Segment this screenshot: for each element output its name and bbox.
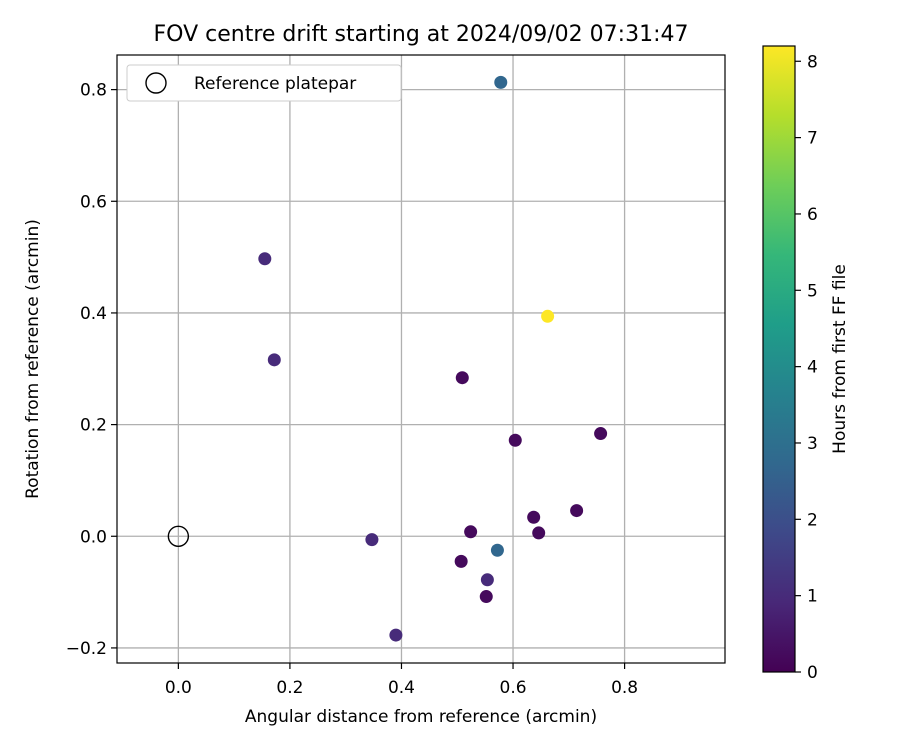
data-point	[480, 573, 494, 587]
y-tick-label: 0.4	[80, 304, 107, 324]
colorbar-tick-label: 2	[807, 510, 818, 530]
y-tick-label: 0.6	[80, 192, 107, 212]
x-tick-label: 0.2	[276, 678, 303, 698]
data-point	[527, 510, 541, 524]
colorbar-tick-label: 7	[807, 129, 818, 149]
grid-lines	[117, 55, 725, 663]
data-points	[258, 75, 608, 642]
data-point	[594, 427, 608, 441]
x-tick-label: 0.6	[500, 678, 527, 698]
colorbar-gradient	[762, 45, 796, 673]
data-point	[570, 504, 584, 518]
reference-marker	[167, 525, 190, 547]
y-tick-label: 0.2	[80, 416, 107, 436]
data-point	[494, 75, 508, 89]
colorbar-tick-label: 4	[807, 358, 818, 378]
legend-marker-icon	[145, 72, 167, 94]
colorbar-ticks: 0 1 2 3 4 5 6 7 8	[795, 52, 818, 683]
data-point	[479, 590, 493, 604]
colorbar-tick-label: 5	[807, 281, 818, 301]
chart-title: FOV centre drift starting at 2024/09/02 …	[154, 22, 689, 47]
y-axis-ticks: −0.2 0.0 0.2 0.4 0.6 0.8	[66, 81, 117, 659]
data-point	[389, 628, 403, 642]
data-point	[454, 554, 468, 568]
reference-platepar-marker	[167, 525, 190, 547]
y-tick-label: 0.8	[80, 81, 107, 101]
colorbar-tick-label: 8	[807, 52, 818, 72]
y-tick-label: 0.0	[80, 527, 107, 547]
legend-entry-reference: Reference platepar	[194, 74, 356, 94]
y-axis-label: Rotation from reference (arcmin)	[23, 219, 43, 499]
y-tick-label: −0.2	[66, 639, 107, 659]
colorbar-tick-label: 1	[807, 587, 818, 607]
x-axis-label: Angular distance from reference (arcmin)	[245, 707, 597, 727]
colorbar-tick-label: 6	[807, 205, 818, 225]
data-point	[365, 533, 379, 547]
plot-frame	[116, 54, 726, 664]
x-tick-label: 0.8	[611, 678, 638, 698]
legend-box	[126, 64, 402, 102]
colorbar: 0 1 2 3 4 5 6 7 8 Hours from first FF file	[762, 45, 850, 683]
data-point	[258, 252, 272, 266]
data-point	[464, 525, 478, 539]
x-axis-ticks: 0.0 0.2 0.4 0.6 0.8	[165, 663, 638, 698]
colorbar-tick-label: 0	[807, 663, 818, 683]
legend: Reference platepar	[126, 64, 402, 102]
data-point	[490, 543, 504, 557]
data-point	[532, 526, 546, 540]
x-tick-label: 0.0	[165, 678, 192, 698]
data-point	[508, 433, 522, 447]
data-point	[541, 309, 555, 323]
colorbar-label: Hours from first FF file	[830, 264, 850, 454]
colorbar-tick-label: 3	[807, 434, 818, 454]
data-point	[455, 371, 469, 385]
x-tick-label: 0.4	[388, 678, 415, 698]
data-point	[267, 353, 281, 367]
